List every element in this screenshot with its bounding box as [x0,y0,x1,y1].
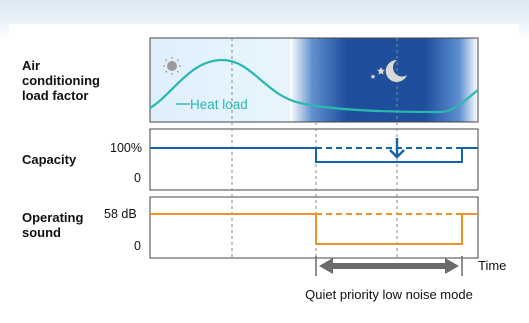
time-axis-label: Time [478,258,506,273]
sun-icon [163,57,181,75]
moon-and-stars-icon [370,59,407,82]
load-panel-frame [149,37,479,123]
heat-load-curve [149,58,479,114]
operating-sound-label: Operating sound [22,210,84,240]
capacity-line [150,147,478,163]
sound-tick-bottom: 0 [134,239,141,253]
sound-panel-frame [149,196,479,259]
heat-load-label: Heat load [190,97,248,112]
down-arrow-icon [389,138,405,159]
quiet-mode-label: Quiet priority low noise mode [305,287,473,302]
capacity-label: Capacity [22,152,77,167]
capacity-panel-frame [149,128,479,191]
quiet-mode-bracket [315,256,463,276]
capacity-tick-top: 100% [110,141,142,155]
sound-line [150,213,478,245]
capacity-tick-bottom: 0 [134,171,141,185]
night-sky-band [290,38,478,122]
load-factor-label: Air conditioning load factor [22,58,100,103]
sound-tick-top: 58 dB [104,207,137,221]
